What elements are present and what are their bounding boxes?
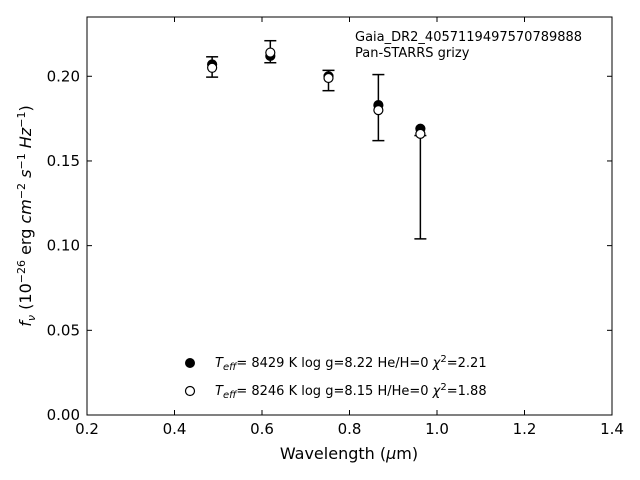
x-tick-label: 1.0 [425, 420, 449, 438]
x-tick-label: 0.4 [163, 420, 187, 438]
error-bars [206, 39, 427, 240]
x-tick-label: 0.6 [250, 420, 274, 438]
y-tick-label: 0.15 [47, 152, 80, 170]
y-tick-label: 0.20 [47, 67, 80, 85]
y-axis: 0.00 0.05 0.10 0.15 0.20 [47, 67, 612, 424]
x-tick-label: 0.2 [75, 420, 99, 438]
object-name: Gaia_DR2_4057119497570789888 [355, 30, 582, 45]
x-axis: 0.2 0.4 0.6 0.8 1.0 1.2 1.4 [75, 17, 624, 438]
survey-name: Pan-STARRS grizy [355, 46, 470, 61]
model-point-open [323, 72, 334, 84]
model-point-open [265, 47, 276, 58]
y-tick-label: 0.00 [47, 406, 80, 424]
y-tick-label: 0.10 [47, 237, 80, 255]
error-bar [414, 134, 427, 240]
legend-marker-filled [185, 358, 195, 368]
x-tick-label: 1.2 [513, 420, 537, 438]
model-point-open [207, 62, 218, 73]
y-tick-label: 0.05 [47, 321, 80, 339]
model-point-open [415, 128, 426, 139]
data-points [207, 47, 426, 139]
x-tick-label: 0.8 [338, 420, 362, 438]
legend: Teff= 8429 K log g=8.22 He/H=0 χ2=2.21 T… [184, 354, 487, 401]
legend-marker-open [184, 385, 196, 397]
legend-entry-1: Teff= 8429 K log g=8.22 He/H=0 χ2=2.21 [215, 354, 487, 373]
x-tick-label: 1.4 [600, 420, 624, 438]
x-axis-label: Wavelength (μm) [280, 444, 418, 463]
legend-entry-2: Teff= 8246 K log g=8.15 H/He=0 χ2=1.88 [215, 382, 487, 401]
y-axis-label: fν (10−26 erg cm−2 s−1 Hz−1) [15, 105, 38, 326]
model-point-open [373, 105, 384, 116]
